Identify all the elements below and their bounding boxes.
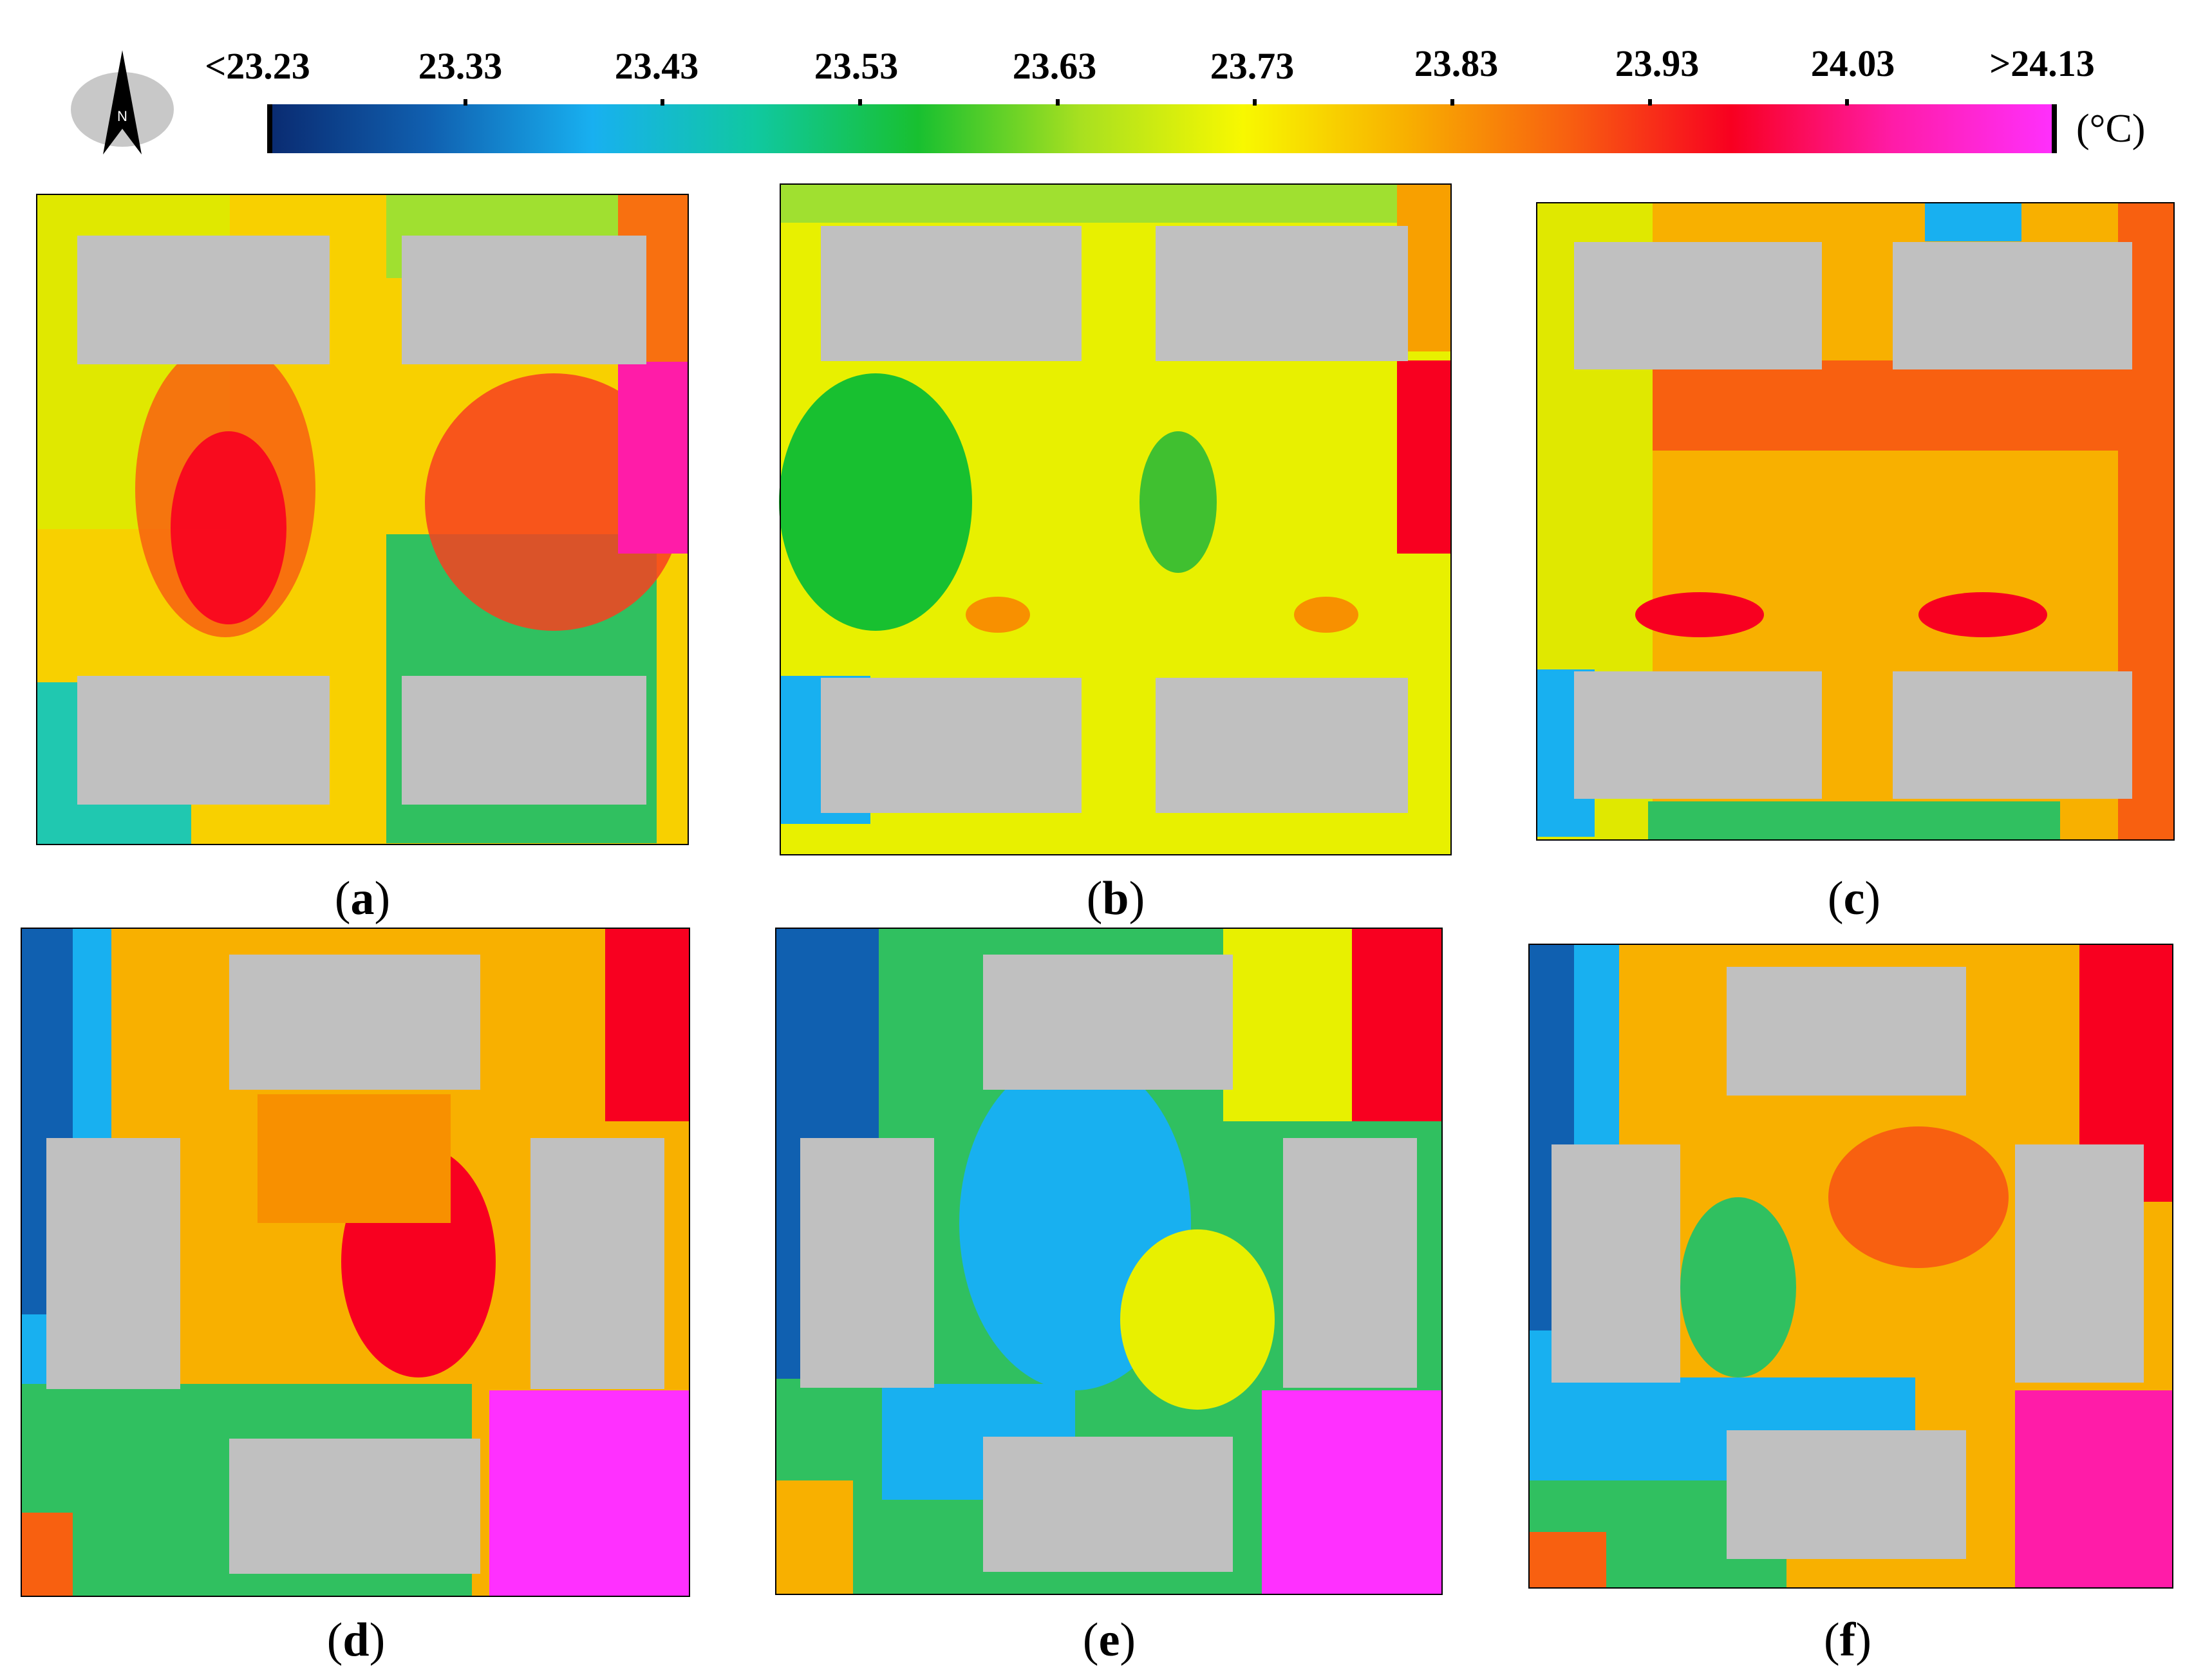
tick-label: 23.83 (1414, 42, 1499, 84)
building (1156, 226, 1408, 361)
building (983, 955, 1233, 1090)
panel-label: (b) (1087, 872, 1145, 925)
tick-label: 23.33 (418, 45, 503, 87)
building (1552, 1144, 1680, 1383)
building (46, 1138, 180, 1389)
building (1283, 1138, 1417, 1388)
tick-label: 24.03 (1811, 42, 1895, 84)
panel-label: (e) (1083, 1614, 1136, 1666)
panel-label: (c) (1828, 872, 1880, 925)
building (1727, 967, 1966, 1096)
panel-label: (d) (327, 1614, 385, 1666)
unit-label: (°C) (2076, 107, 2145, 151)
building (1893, 242, 2132, 369)
building (530, 1138, 664, 1389)
building (800, 1138, 934, 1388)
building (983, 1437, 1233, 1572)
building (1156, 678, 1408, 813)
panel-a: (a) (36, 194, 689, 925)
building (402, 676, 646, 805)
panel-c: (c) (1536, 202, 2175, 925)
panel-label: (a) (335, 872, 390, 925)
building (1893, 671, 2132, 799)
tick-label: 23.93 (1615, 42, 1700, 84)
colorbar: <23.23 23.33 23.43 23.53 23.63 23.73 23.… (205, 42, 2145, 153)
panel-b: (b) (779, 183, 1452, 925)
building (77, 676, 330, 805)
panel-label: (f) (1824, 1614, 1871, 1666)
building (1727, 1430, 1966, 1559)
building (77, 236, 330, 364)
tick-label: 23.53 (814, 45, 899, 87)
tick-label: <23.23 (205, 45, 310, 87)
tick-label: 23.73 (1210, 45, 1295, 87)
tick-label: 23.63 (1013, 45, 1097, 87)
colorbar-gradient (267, 104, 2057, 153)
panel-e: (e) (775, 928, 1443, 1666)
panel-f: (f) (1528, 944, 2173, 1666)
building (2015, 1144, 2144, 1383)
building (229, 955, 480, 1090)
building (402, 236, 646, 364)
building (821, 678, 1082, 813)
panel-d: (d) (21, 928, 690, 1666)
building (821, 226, 1082, 361)
tick-label: 23.43 (615, 45, 699, 87)
building (1574, 242, 1822, 369)
building (1574, 671, 1822, 799)
north-arrow-icon: N (71, 50, 174, 154)
north-letter: N (117, 108, 127, 124)
building (229, 1439, 480, 1574)
colorbar-tick-marks (464, 99, 1849, 106)
tick-label: >24.13 (1989, 42, 2095, 84)
